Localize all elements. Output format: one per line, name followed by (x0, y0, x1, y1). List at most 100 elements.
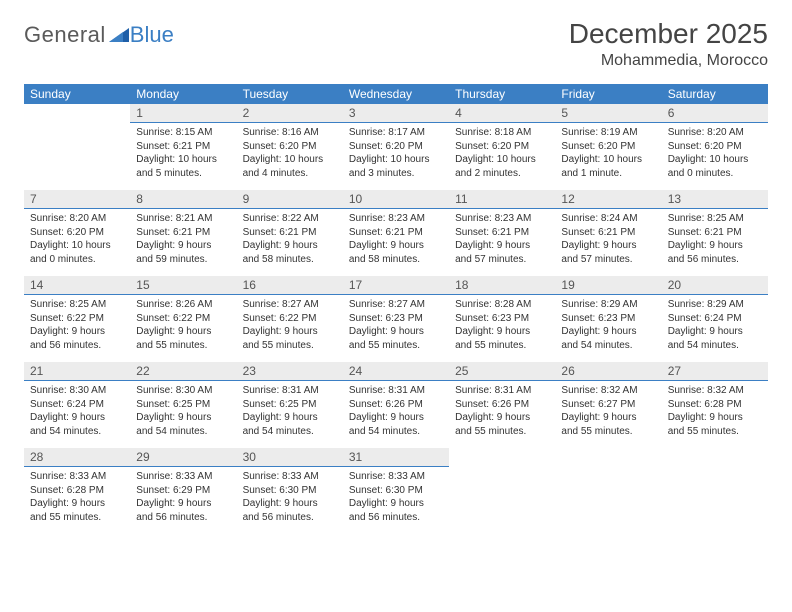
day-line: Sunset: 6:21 PM (136, 140, 230, 154)
day-line: Daylight: 9 hours and 57 minutes. (561, 239, 655, 266)
dow-header: Wednesday (343, 84, 449, 104)
day-line: Sunset: 6:22 PM (136, 312, 230, 326)
day-line: Sunset: 6:21 PM (136, 226, 230, 240)
day-cell: Sunrise: 8:17 AMSunset: 6:20 PMDaylight:… (343, 123, 449, 191)
dow-header: Saturday (662, 84, 768, 104)
day-line: Sunrise: 8:32 AM (668, 384, 762, 398)
day-number: 11 (449, 190, 555, 209)
day-number: 12 (555, 190, 661, 209)
day-line: Sunrise: 8:25 AM (30, 298, 124, 312)
day-number: 15 (130, 276, 236, 295)
day-line: Daylight: 9 hours and 55 minutes. (561, 411, 655, 438)
day-number (555, 448, 661, 467)
day-cell: Sunrise: 8:23 AMSunset: 6:21 PMDaylight:… (449, 209, 555, 277)
day-number: 8 (130, 190, 236, 209)
day-line: Daylight: 9 hours and 55 minutes. (243, 325, 337, 352)
day-line: Sunrise: 8:26 AM (136, 298, 230, 312)
day-cell: Sunrise: 8:31 AMSunset: 6:26 PMDaylight:… (343, 381, 449, 449)
day-cell: Sunrise: 8:25 AMSunset: 6:22 PMDaylight:… (24, 295, 130, 363)
day-cell: Sunrise: 8:23 AMSunset: 6:21 PMDaylight:… (343, 209, 449, 277)
day-line: Sunrise: 8:21 AM (136, 212, 230, 226)
day-cell: Sunrise: 8:33 AMSunset: 6:28 PMDaylight:… (24, 467, 130, 535)
day-line: Sunset: 6:20 PM (243, 140, 337, 154)
day-line: Sunrise: 8:27 AM (243, 298, 337, 312)
day-line: Sunset: 6:20 PM (30, 226, 124, 240)
day-line: Daylight: 9 hours and 56 minutes. (349, 497, 443, 524)
day-cell: Sunrise: 8:30 AMSunset: 6:24 PMDaylight:… (24, 381, 130, 449)
day-number: 22 (130, 362, 236, 381)
day-line: Sunset: 6:27 PM (561, 398, 655, 412)
day-number (24, 104, 130, 123)
day-number: 1 (130, 104, 236, 123)
daynum-row: 21222324252627 (24, 362, 768, 381)
day-number: 20 (662, 276, 768, 295)
day-line: Daylight: 10 hours and 0 minutes. (668, 153, 762, 180)
day-number: 21 (24, 362, 130, 381)
day-number: 30 (237, 448, 343, 467)
day-number (662, 448, 768, 467)
day-line: Daylight: 9 hours and 55 minutes. (455, 411, 549, 438)
day-cell: Sunrise: 8:30 AMSunset: 6:25 PMDaylight:… (130, 381, 236, 449)
day-cell: Sunrise: 8:27 AMSunset: 6:22 PMDaylight:… (237, 295, 343, 363)
logo-triangle-icon (109, 22, 129, 48)
day-number: 26 (555, 362, 661, 381)
day-cell: Sunrise: 8:33 AMSunset: 6:30 PMDaylight:… (237, 467, 343, 535)
dow-header: Friday (555, 84, 661, 104)
day-number: 9 (237, 190, 343, 209)
day-cell: Sunrise: 8:20 AMSunset: 6:20 PMDaylight:… (24, 209, 130, 277)
day-line: Sunrise: 8:16 AM (243, 126, 337, 140)
day-number: 7 (24, 190, 130, 209)
day-line: Daylight: 10 hours and 4 minutes. (243, 153, 337, 180)
title-block: December 2025 Mohammedia, Morocco (569, 18, 768, 70)
day-line: Sunset: 6:24 PM (668, 312, 762, 326)
day-line: Sunrise: 8:33 AM (136, 470, 230, 484)
day-line: Daylight: 9 hours and 59 minutes. (136, 239, 230, 266)
day-cell: Sunrise: 8:31 AMSunset: 6:25 PMDaylight:… (237, 381, 343, 449)
day-number: 13 (662, 190, 768, 209)
day-line: Sunset: 6:20 PM (455, 140, 549, 154)
day-line: Sunset: 6:20 PM (561, 140, 655, 154)
day-number: 28 (24, 448, 130, 467)
calendar-table: SundayMondayTuesdayWednesdayThursdayFrid… (24, 84, 768, 534)
day-cell: Sunrise: 8:22 AMSunset: 6:21 PMDaylight:… (237, 209, 343, 277)
day-line: Sunset: 6:22 PM (30, 312, 124, 326)
day-line: Sunrise: 8:27 AM (349, 298, 443, 312)
day-line: Daylight: 10 hours and 1 minute. (561, 153, 655, 180)
logo-text-blue: Blue (130, 22, 174, 48)
day-line: Sunrise: 8:18 AM (455, 126, 549, 140)
day-cell (555, 467, 661, 535)
day-cell (449, 467, 555, 535)
day-line: Sunset: 6:20 PM (349, 140, 443, 154)
day-line: Daylight: 9 hours and 58 minutes. (349, 239, 443, 266)
day-line: Daylight: 9 hours and 54 minutes. (30, 411, 124, 438)
day-cell: Sunrise: 8:20 AMSunset: 6:20 PMDaylight:… (662, 123, 768, 191)
location-text: Mohammedia, Morocco (569, 52, 768, 70)
day-line: Sunset: 6:23 PM (561, 312, 655, 326)
day-line: Daylight: 10 hours and 0 minutes. (30, 239, 124, 266)
day-number: 5 (555, 104, 661, 123)
day-line: Sunset: 6:23 PM (455, 312, 549, 326)
day-body-row: Sunrise: 8:33 AMSunset: 6:28 PMDaylight:… (24, 467, 768, 535)
day-line: Sunrise: 8:33 AM (243, 470, 337, 484)
day-cell: Sunrise: 8:15 AMSunset: 6:21 PMDaylight:… (130, 123, 236, 191)
day-line: Sunset: 6:21 PM (668, 226, 762, 240)
day-cell: Sunrise: 8:28 AMSunset: 6:23 PMDaylight:… (449, 295, 555, 363)
day-line: Sunrise: 8:31 AM (455, 384, 549, 398)
day-cell: Sunrise: 8:33 AMSunset: 6:30 PMDaylight:… (343, 467, 449, 535)
day-line: Sunrise: 8:33 AM (349, 470, 443, 484)
day-number: 6 (662, 104, 768, 123)
day-cell: Sunrise: 8:21 AMSunset: 6:21 PMDaylight:… (130, 209, 236, 277)
day-line: Sunrise: 8:22 AM (243, 212, 337, 226)
day-line: Daylight: 9 hours and 54 minutes. (668, 325, 762, 352)
day-line: Daylight: 9 hours and 55 minutes. (349, 325, 443, 352)
day-line: Sunrise: 8:28 AM (455, 298, 549, 312)
day-cell: Sunrise: 8:32 AMSunset: 6:27 PMDaylight:… (555, 381, 661, 449)
day-line: Daylight: 9 hours and 58 minutes. (243, 239, 337, 266)
day-cell: Sunrise: 8:24 AMSunset: 6:21 PMDaylight:… (555, 209, 661, 277)
day-cell: Sunrise: 8:19 AMSunset: 6:20 PMDaylight:… (555, 123, 661, 191)
day-line: Sunrise: 8:17 AM (349, 126, 443, 140)
day-line: Sunrise: 8:24 AM (561, 212, 655, 226)
day-line: Sunrise: 8:25 AM (668, 212, 762, 226)
logo: GeneralBlue (24, 18, 174, 48)
day-cell (24, 123, 130, 191)
